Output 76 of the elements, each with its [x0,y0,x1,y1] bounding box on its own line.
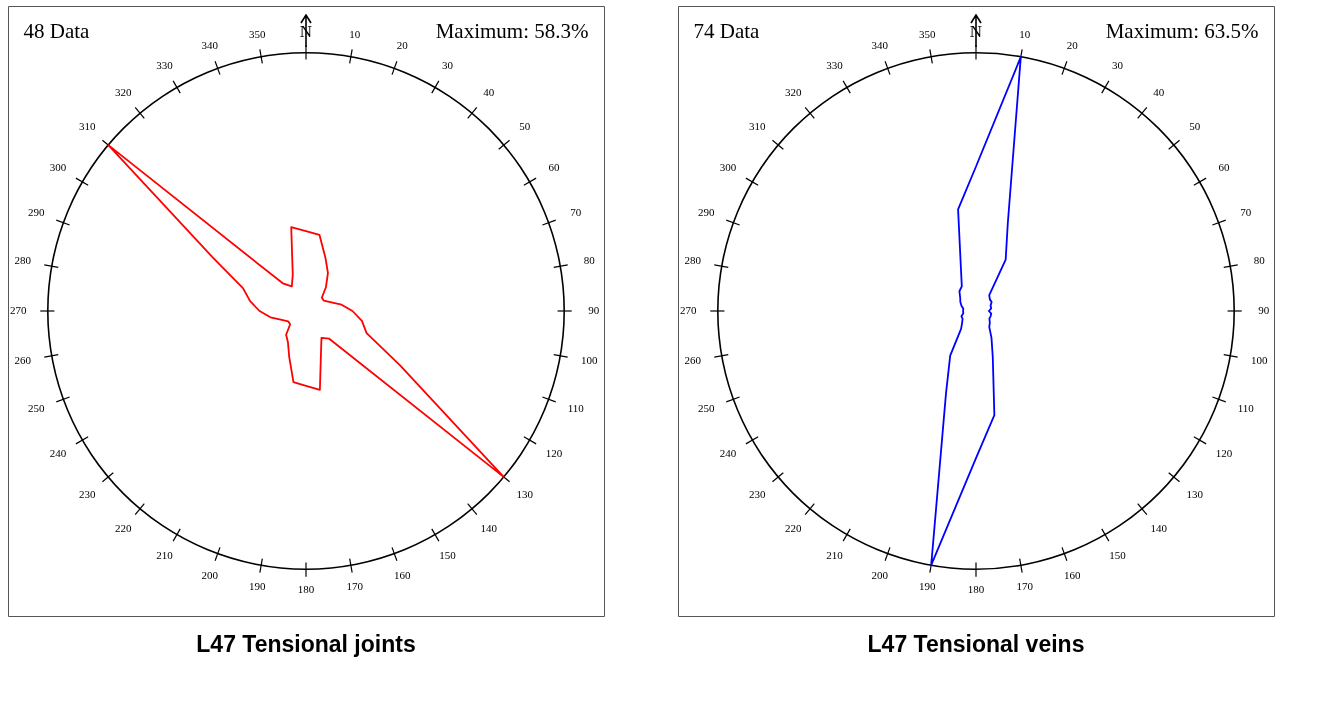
spoke-label: 120 [1215,447,1233,460]
spoke-label: 20 [1066,39,1079,52]
spoke-label: 170 [346,579,364,592]
spoke-label: 200 [871,568,889,581]
spoke-label: 320 [114,86,132,99]
spoke-label: 130 [1186,487,1204,500]
spoke-label: 260 [14,353,32,366]
spoke-label: 330 [156,58,174,71]
spoke-label: 10 [1019,28,1031,41]
spoke-label: 60 [548,160,561,173]
spoke-label: 50 [519,120,531,133]
spoke-label: 250 [697,402,715,415]
spoke-label: 270 [680,304,698,316]
spoke-label: 140 [480,521,498,534]
spoke-label: 100 [1250,353,1268,366]
spoke-label: 100 [580,353,598,366]
spoke-label: 350 [249,28,267,41]
spoke-label: 220 [114,521,132,534]
spoke-label: 30 [1112,58,1124,71]
text: Maximum: 58.3% [435,18,589,43]
spoke-label: 30 [442,58,454,71]
spoke-label: 270 [10,304,28,316]
spoke-label: 90 [588,304,600,316]
spoke-label: 130 [516,487,534,500]
spoke-label: 80 [1253,254,1266,267]
spoke-label: 150 [1109,549,1127,562]
text: 74 Data [693,18,761,43]
spoke-label: 40 [1153,86,1165,99]
spoke-label: 310 [79,120,96,133]
spoke-label: 240 [719,447,737,460]
spoke-label: 290 [27,205,45,218]
spoke-label: 300 [719,160,737,173]
spoke-label: 190 [919,579,937,592]
spoke-label: 110 [567,402,585,415]
spoke-label: 320 [784,86,802,99]
spoke-label: 110 [1237,402,1255,415]
spoke-label: 80 [583,254,596,267]
spoke-label: 260 [684,353,702,366]
spoke-label: 300 [49,160,67,173]
text: L47 Tensional veins [867,631,1085,657]
spoke-label: 90 [1258,304,1270,316]
spoke-label: 170 [1016,579,1034,592]
spoke-label: 330 [826,58,844,71]
spoke-label: 340 [871,39,889,52]
spoke-label: 180 [967,582,985,595]
spoke-label: 160 [394,568,412,581]
spoke-label: 310 [749,120,766,133]
spoke-label: 350 [919,28,937,41]
spoke-label: 280 [14,254,32,267]
spoke-label: 70 [1240,205,1252,218]
spoke-label: 50 [1189,120,1201,133]
spoke-label: 120 [545,447,563,460]
spoke-label: 10 [349,28,361,41]
spoke-label: 150 [439,549,457,562]
spoke-label: 40 [483,86,495,99]
spoke-label: 210 [156,549,174,562]
text: Maximum: 63.5% [1105,18,1259,43]
spoke-label: 210 [826,549,844,562]
spoke-label: 200 [201,568,219,581]
spoke-label: 70 [570,205,582,218]
spoke-label: 220 [784,521,802,534]
spoke-label: 230 [79,487,96,500]
spoke-label: 250 [27,402,45,415]
spoke-label: 230 [749,487,766,500]
spoke-label: 290 [697,205,715,218]
spoke-label: 160 [1064,568,1082,581]
spoke-label: 20 [396,39,409,52]
text: 48 Data [23,18,91,43]
spoke-label: 180 [297,582,315,595]
spoke-label: 60 [1218,160,1231,173]
spoke-label: 190 [249,579,267,592]
spoke-label: 240 [49,447,67,460]
text: L47 Tensional joints [196,631,416,657]
spoke-label: 280 [684,254,702,267]
spoke-label: 140 [1150,521,1168,534]
spoke-label: 340 [201,39,219,52]
